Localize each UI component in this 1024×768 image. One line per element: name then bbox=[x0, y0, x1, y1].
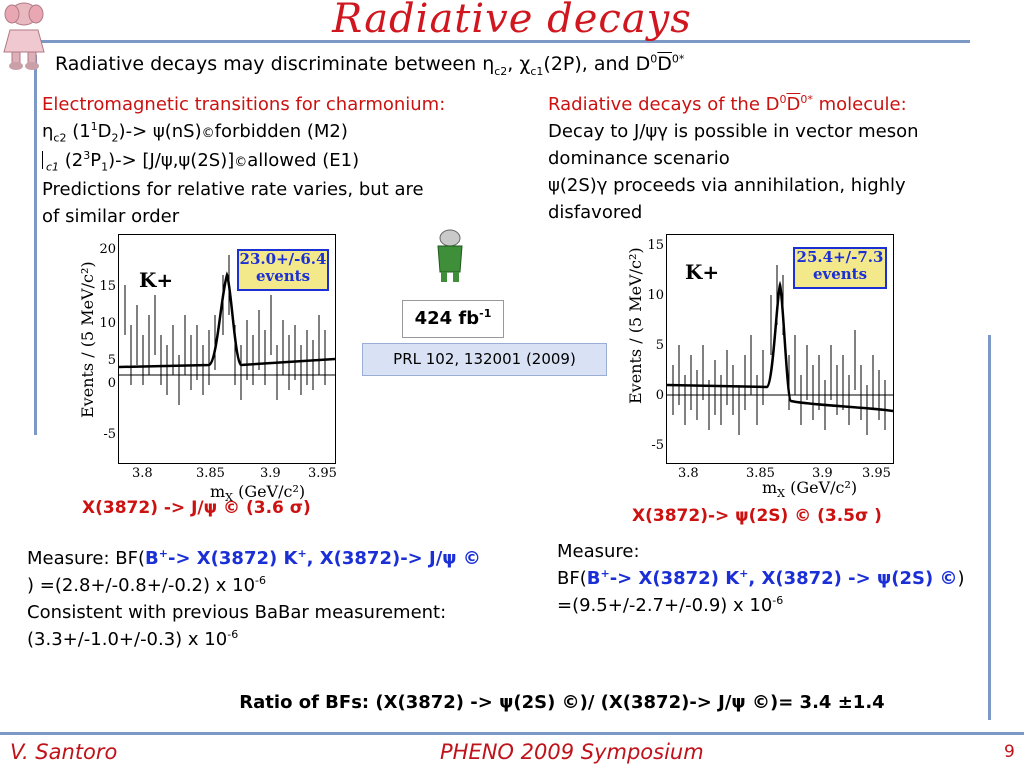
slide-title: Radiative decays bbox=[332, 0, 692, 42]
ratio-line: Ratio of BFs: (X(3872) -> ψ(2S) ©)/ (X(3… bbox=[239, 692, 885, 713]
left-line-3: Predictions for relative rate varies, bu… bbox=[42, 179, 424, 200]
bar-icon bbox=[42, 151, 43, 169]
elephant-figure bbox=[437, 229, 463, 282]
right-fit-curve bbox=[666, 280, 894, 413]
reference-box: PRL 102, 132001 (2009) bbox=[362, 343, 607, 376]
right-column: Radiative decays of the D0D0* molecule: … bbox=[548, 91, 1018, 226]
left-line-1: ηc2 (11D2)-> ψ(nS)©forbidden (M2) bbox=[42, 120, 348, 145]
footer-author: V. Santoro bbox=[10, 740, 118, 764]
plot-right-tag: K+ bbox=[685, 260, 719, 284]
plot-right-frame: K+ 25.4+/-7.3 events bbox=[666, 234, 894, 464]
plot-left-tag: K+ bbox=[139, 268, 173, 292]
page-number: 9 bbox=[1004, 742, 1015, 762]
plot-left-badge: 23.0+/-6.4 events bbox=[237, 249, 329, 291]
plot-right-xlabel: mX (GeV/c²) bbox=[762, 478, 858, 501]
left-fit-curve bbox=[118, 271, 336, 369]
right-line-2: dominance scenario bbox=[548, 148, 730, 169]
bottom-rule bbox=[0, 732, 1024, 735]
plot-left-xlabel: mX (GeV/c²) bbox=[210, 482, 306, 505]
left-line-4: of similar order bbox=[42, 206, 180, 227]
copyright-icon: © bbox=[234, 155, 248, 170]
caption-left: X(3872) -> J/ψ © (3.6 σ) bbox=[82, 498, 311, 518]
plot-left: Events / (5 MeV/c²) bbox=[60, 228, 340, 503]
intro-line: Radiative decays may discriminate betwee… bbox=[55, 52, 685, 78]
right-heading: Radiative decays of the D0D0* molecule: bbox=[548, 93, 907, 115]
plot-left-xticks: 3.8 3.85 3.9 3.95 bbox=[132, 466, 337, 481]
left-column: Electromagnetic transitions for charmoni… bbox=[42, 91, 532, 230]
right-line-3: ψ(2S)γ proceeds via annihilation, highly bbox=[548, 175, 906, 196]
copyright-icon: © bbox=[201, 126, 215, 141]
footer-event: PHENO 2009 Symposium bbox=[440, 740, 704, 764]
plot-right-canvas: K+ bbox=[666, 260, 894, 435]
right-rule bbox=[988, 335, 991, 720]
left-heading: Electromagnetic transitions for charmoni… bbox=[42, 94, 446, 115]
elephant-logo bbox=[3, 2, 45, 70]
plot-right-ylabel: Events / (5 MeV/c²) bbox=[626, 247, 645, 404]
plot-right-xticks: 3.8 3.85 3.9 3.95 bbox=[678, 466, 891, 481]
caption-right: X(3872)-> ψ(2S) © (3.5σ ) bbox=[632, 506, 882, 526]
right-line-4: disfavored bbox=[548, 202, 643, 223]
plot-right: Events / (5 MeV/c²) bbox=[612, 228, 902, 500]
left-rule bbox=[34, 55, 37, 435]
plot-left-frame: K+ 23.0+/-6.4 events bbox=[118, 234, 336, 464]
right-line-1: Decay to J/ψγ is possible in vector meso… bbox=[548, 121, 919, 142]
top-rule bbox=[40, 40, 970, 43]
luminosity-box: 424 fb-1 bbox=[402, 300, 504, 338]
plot-left-canvas: K+ bbox=[118, 255, 336, 405]
left-line-2: c1 (23P1)-> [J/ψ,ψ(2S)]©allowed (E1) bbox=[42, 147, 532, 176]
measure-right: Measure: BF(B+-> X(3872) K+, X(3872) -> … bbox=[557, 541, 965, 616]
measure-left: Measure: BF(B+-> X(3872) K+, X(3872)-> J… bbox=[27, 547, 481, 650]
plot-right-badge: 25.4+/-7.3 events bbox=[793, 247, 887, 289]
plot-left-ylabel: Events / (5 MeV/c²) bbox=[78, 261, 97, 418]
